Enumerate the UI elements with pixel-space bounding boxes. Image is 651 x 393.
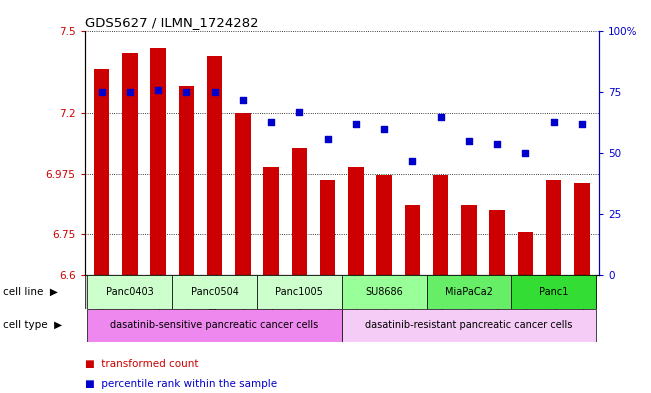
Bar: [405, 205, 420, 275]
Point: [181, 89, 191, 95]
Bar: [518, 232, 533, 275]
Point: [408, 158, 418, 164]
Point: [238, 97, 248, 103]
Text: Panc0504: Panc0504: [191, 287, 238, 297]
Bar: [122, 53, 137, 275]
Point: [492, 140, 503, 147]
Bar: [264, 167, 279, 275]
Bar: [292, 148, 307, 275]
Bar: [348, 167, 364, 275]
Point: [464, 138, 474, 144]
Bar: [207, 56, 223, 275]
Text: dasatinib-resistant pancreatic cancer cells: dasatinib-resistant pancreatic cancer ce…: [365, 320, 573, 330]
Bar: [87, 275, 173, 309]
Bar: [150, 48, 166, 275]
Bar: [94, 69, 109, 275]
Point: [294, 109, 305, 115]
Point: [210, 89, 220, 95]
Point: [124, 89, 135, 95]
Text: cell line  ▶: cell line ▶: [3, 287, 58, 297]
Text: Panc1005: Panc1005: [275, 287, 324, 297]
Text: ■  transformed count: ■ transformed count: [85, 360, 198, 369]
Text: GDS5627 / ILMN_1724282: GDS5627 / ILMN_1724282: [85, 16, 258, 29]
Text: ■  percentile rank within the sample: ■ percentile rank within the sample: [85, 379, 277, 389]
Point: [520, 150, 531, 156]
Point: [322, 136, 333, 142]
Bar: [511, 275, 596, 309]
Bar: [257, 275, 342, 309]
Text: SU8686: SU8686: [365, 287, 403, 297]
Point: [549, 118, 559, 125]
Text: cell type  ▶: cell type ▶: [3, 320, 62, 330]
Bar: [87, 309, 342, 342]
Bar: [342, 275, 426, 309]
Bar: [173, 275, 257, 309]
Bar: [426, 275, 511, 309]
Text: dasatinib-sensitive pancreatic cancer cells: dasatinib-sensitive pancreatic cancer ce…: [111, 320, 319, 330]
Text: MiaPaCa2: MiaPaCa2: [445, 287, 493, 297]
Bar: [546, 180, 561, 275]
Point: [436, 114, 446, 120]
Bar: [433, 175, 449, 275]
Bar: [235, 113, 251, 275]
Bar: [490, 210, 505, 275]
Bar: [461, 205, 477, 275]
Point: [351, 121, 361, 127]
Text: Panc1: Panc1: [539, 287, 568, 297]
Point: [379, 126, 389, 132]
Bar: [320, 180, 335, 275]
Text: Panc0403: Panc0403: [106, 287, 154, 297]
Bar: [574, 183, 590, 275]
Bar: [178, 86, 194, 275]
Point: [577, 121, 587, 127]
Bar: [342, 309, 596, 342]
Point: [96, 89, 107, 95]
Point: [153, 87, 163, 93]
Point: [266, 118, 276, 125]
Bar: [376, 175, 392, 275]
